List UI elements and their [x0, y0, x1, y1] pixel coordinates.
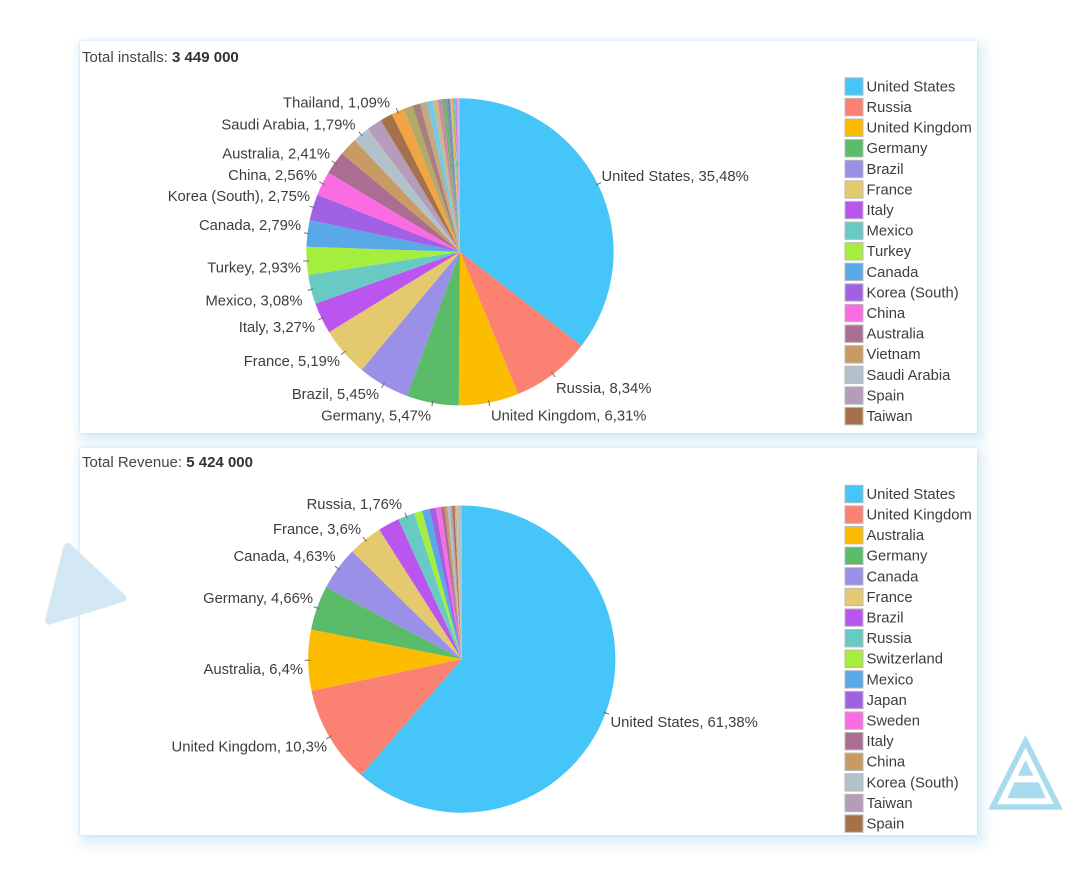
- svg-text:Canada: Canada: [867, 265, 920, 281]
- svg-text:Japan: Japan: [867, 693, 907, 709]
- svg-text:Mexico: Mexico: [867, 224, 914, 240]
- svg-text:Korea (South): Korea (South): [867, 285, 959, 301]
- svg-text:Korea (South): Korea (South): [867, 775, 959, 791]
- svg-text:United Kingdom, 10,3%: United Kingdom, 10,3%: [172, 740, 327, 756]
- svg-text:Russia: Russia: [867, 100, 913, 116]
- svg-text:Italy, 3,27%: Italy, 3,27%: [239, 320, 315, 336]
- svg-text:France, 5,19%: France, 5,19%: [244, 354, 340, 370]
- svg-text:Turkey, 2,93%: Turkey, 2,93%: [207, 261, 301, 277]
- svg-text:China: China: [867, 755, 906, 771]
- svg-text:Germany: Germany: [867, 141, 928, 157]
- svg-text:Russia: Russia: [867, 631, 913, 647]
- svg-text:Canada, 2,79%: Canada, 2,79%: [199, 218, 301, 234]
- svg-text:United States: United States: [867, 487, 956, 503]
- svg-text:Turkey: Turkey: [867, 244, 912, 260]
- svg-text:Vietnam: Vietnam: [867, 347, 921, 363]
- svg-text:Germany: Germany: [867, 549, 928, 565]
- svg-text:Spain: Spain: [867, 817, 905, 833]
- svg-text:Canada, 4,63%: Canada, 4,63%: [233, 549, 335, 565]
- svg-text:Australia, 2,41%: Australia, 2,41%: [222, 147, 330, 163]
- svg-text:Spain: Spain: [867, 388, 905, 404]
- svg-text:Brazil: Brazil: [867, 162, 904, 178]
- svg-text:United Kingdom: United Kingdom: [867, 508, 972, 524]
- svg-text:United States, 35,48%: United States, 35,48%: [602, 169, 749, 185]
- svg-text:China: China: [867, 306, 906, 322]
- svg-text:Saudi Arabia: Saudi Arabia: [867, 368, 952, 384]
- svg-text:Italy: Italy: [867, 203, 895, 219]
- svg-text:France: France: [867, 182, 913, 198]
- svg-text:Korea (South), 2,75%: Korea (South), 2,75%: [168, 189, 310, 205]
- svg-text:France, 3,6%: France, 3,6%: [273, 522, 361, 538]
- svg-text:Australia: Australia: [867, 528, 925, 544]
- svg-text:France: France: [867, 590, 913, 606]
- svg-text:United Kingdom, 6,31%: United Kingdom, 6,31%: [491, 409, 646, 425]
- svg-text:Mexico: Mexico: [867, 672, 914, 688]
- svg-text:China, 2,56%: China, 2,56%: [228, 168, 317, 184]
- svg-text:Sweden: Sweden: [867, 714, 920, 730]
- svg-text:Saudi Arabia, 1,79%: Saudi Arabia, 1,79%: [221, 118, 355, 134]
- svg-text:Brazil, 5,45%: Brazil, 5,45%: [292, 387, 379, 403]
- svg-text:United States, 61,38%: United States, 61,38%: [611, 715, 758, 731]
- svg-text:Australia, 6,4%: Australia, 6,4%: [203, 662, 303, 678]
- svg-text:Thailand, 1,09%: Thailand, 1,09%: [283, 96, 390, 112]
- svg-text:Germany, 4,66%: Germany, 4,66%: [203, 591, 313, 607]
- svg-text:Russia, 8,34%: Russia, 8,34%: [556, 381, 651, 397]
- svg-text:Germany, 5,47%: Germany, 5,47%: [321, 409, 431, 425]
- svg-text:Taiwan: Taiwan: [867, 409, 913, 425]
- svg-text:Canada: Canada: [867, 569, 920, 585]
- svg-text:Australia: Australia: [867, 327, 925, 343]
- svg-text:Italy: Italy: [867, 734, 895, 750]
- svg-text:United States: United States: [867, 79, 956, 95]
- svg-text:Mexico, 3,08%: Mexico, 3,08%: [205, 294, 302, 310]
- svg-text:Switzerland: Switzerland: [867, 652, 943, 668]
- svg-text:United Kingdom: United Kingdom: [867, 121, 972, 137]
- svg-text:Taiwan: Taiwan: [867, 796, 913, 812]
- svg-text:Russia, 1,76%: Russia, 1,76%: [307, 497, 402, 513]
- svg-text:Brazil: Brazil: [867, 611, 904, 627]
